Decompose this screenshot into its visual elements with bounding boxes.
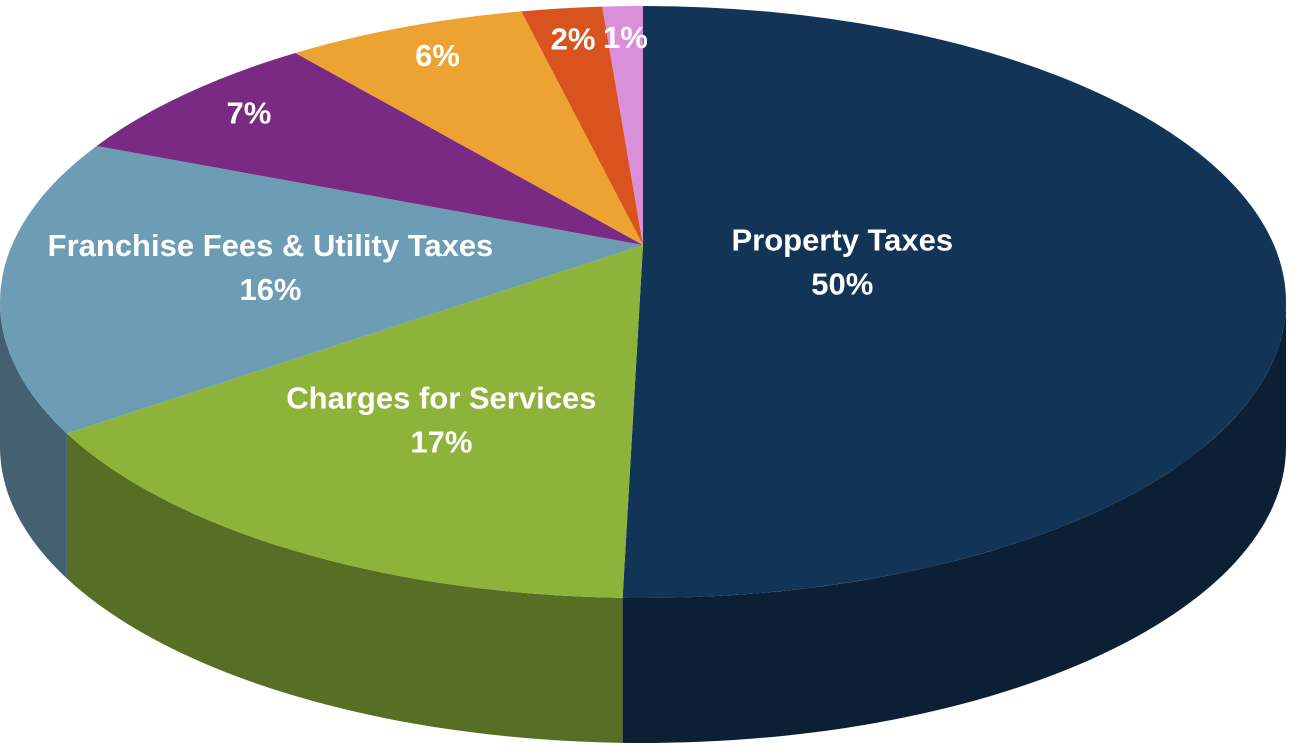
pie-side (66, 433, 623, 743)
slice-value-label: 1% (603, 20, 648, 55)
pie-side (622, 302, 1286, 743)
pie-slice (66, 245, 644, 598)
pie-slice (602, 6, 643, 245)
pie-side (0, 302, 67, 579)
slice-label: Franchise Fees & Utility Taxes (48, 228, 494, 263)
slice-value-label: 16% (239, 272, 301, 307)
slice-value-label: 50% (811, 266, 873, 301)
slice-label: Charges for Services (286, 381, 596, 416)
pie-slice (521, 6, 643, 245)
slice-value-label: 2% (551, 22, 596, 57)
slice-label: Property Taxes (731, 222, 953, 257)
slice-value-label: 17% (410, 425, 472, 460)
pie-slice (295, 11, 643, 245)
pie-slice (622, 6, 1286, 598)
pie-slice (0, 145, 643, 434)
slice-value-label: 6% (415, 38, 460, 73)
slice-value-label: 7% (226, 96, 271, 131)
pie-slice (96, 52, 644, 245)
